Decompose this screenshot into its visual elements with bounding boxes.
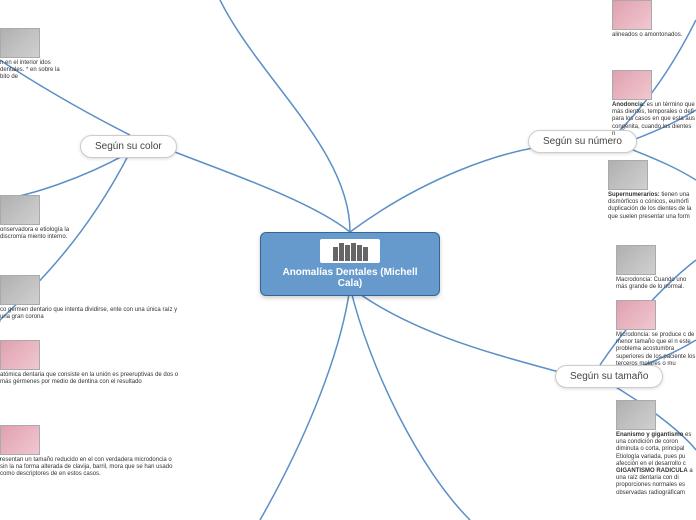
leaf-node[interactable]: Microdoncia: se produce c de menor tamañ… bbox=[616, 300, 696, 368]
leaf-node[interactable]: co germen dentario que intenta dividirse… bbox=[0, 275, 180, 321]
branch-tamano[interactable]: Según su tamaño bbox=[555, 365, 663, 388]
leaf-text: Supernumerarios: tienen una dismórficos … bbox=[608, 192, 696, 221]
leaf-thumbnail bbox=[616, 245, 656, 275]
leaf-node[interactable]: atómica dentaria que consiste en la unió… bbox=[0, 340, 200, 386]
leaf-thumbnail bbox=[0, 275, 40, 305]
leaf-text: atómica dentaria que consiste en la unió… bbox=[0, 372, 180, 386]
leaf-node[interactable]: Macrodoncia: Cuando uno más grande de lo… bbox=[616, 245, 696, 291]
leaf-node[interactable]: Enanismo y gigantismo es una condición d… bbox=[616, 400, 696, 497]
leaf-thumbnail bbox=[0, 195, 40, 225]
leaf-node[interactable]: onservadora e etiología la discromía mie… bbox=[0, 195, 70, 241]
leaf-node[interactable]: n en el interior idos dentales. * en sob… bbox=[0, 28, 60, 82]
leaf-text: Macrodoncia: Cuando uno más grande de lo… bbox=[616, 277, 696, 291]
leaf-text: Microdoncia: se produce c de menor tamañ… bbox=[616, 332, 696, 368]
leaf-thumbnail bbox=[616, 300, 656, 330]
leaf-text: onservadora e etiología la discromía mie… bbox=[0, 227, 70, 241]
leaf-node[interactable]: Anodoncia: es un término que más dientes… bbox=[612, 70, 696, 138]
leaf-thumbnail bbox=[608, 160, 648, 190]
leaf-text: Anodoncia: es un término que más dientes… bbox=[612, 102, 696, 138]
leaf-node[interactable]: alineados o amontonados. bbox=[612, 0, 696, 39]
leaf-thumbnail bbox=[0, 425, 40, 455]
leaf-text: n en el interior idos dentales. * en sob… bbox=[0, 60, 60, 82]
leaf-text: alineados o amontonados. bbox=[612, 32, 696, 39]
leaf-text: co germen dentario que intenta dividirse… bbox=[0, 307, 180, 321]
teeth-icon bbox=[320, 239, 380, 263]
leaf-thumbnail bbox=[612, 0, 652, 30]
leaf-node[interactable]: resentan un tamaño reducido en el con ve… bbox=[0, 425, 200, 479]
leaf-thumbnail bbox=[612, 70, 652, 100]
leaf-node[interactable]: Supernumerarios: tienen una dismórficos … bbox=[608, 160, 696, 221]
central-node[interactable]: Anomalías Dentales (Michell Cala) bbox=[260, 232, 440, 296]
leaf-thumbnail bbox=[616, 400, 656, 430]
leaf-text: Enanismo y gigantismo es una condición d… bbox=[616, 432, 696, 497]
leaf-thumbnail bbox=[0, 340, 40, 370]
leaf-thumbnail bbox=[0, 28, 40, 58]
central-title: Anomalías Dentales (Michell Cala) bbox=[271, 267, 429, 289]
leaf-text: resentan un tamaño reducido en el con ve… bbox=[0, 457, 180, 479]
branch-color[interactable]: Según su color bbox=[80, 135, 177, 158]
